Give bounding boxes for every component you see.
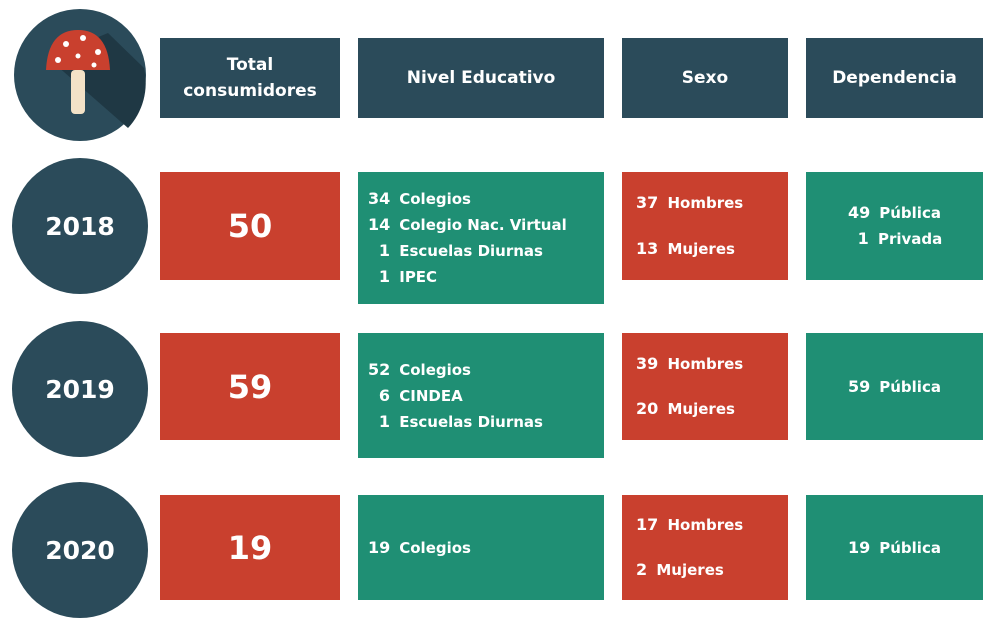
column-header: Dependencia [806,38,983,118]
count: 34 [368,189,391,208]
label: Privada [877,230,943,248]
count: 6 [378,385,390,405]
count: 17 [636,515,659,535]
page: Total consumidores Nivel Educativo Sexo Dep… [12,9,983,618]
dependencia-line: 59 Pública [848,374,941,400]
sexo-line: 17 Hombres [636,512,743,538]
label: Pública [879,204,941,222]
label: Hombres [667,194,744,212]
dependencia-line: 1 Privada [847,226,943,252]
nivel-line: 19 Colegios [368,535,471,561]
label: Hombres [667,516,744,535]
dependencia-cell: 19 Pública [806,495,983,600]
label: Pública [879,538,941,557]
label: Hombres [667,354,744,373]
sexo-line: 2 Mujeres [636,557,724,583]
label: Pública [879,377,941,396]
nivel-line: 6 CINDEA [368,383,463,409]
count: 59 [848,376,871,396]
count: 13 [636,239,659,258]
label: Mujeres [667,240,735,258]
sexo-line: 39 Hombres [636,351,743,377]
label: Escuelas Diurnas [399,412,543,431]
count: 1 [378,411,390,431]
count: 1 [378,241,390,260]
label: Mujeres [656,560,724,579]
label: IPEC [399,268,438,286]
column-header: Sexo [622,38,788,118]
count: 1 [857,229,869,248]
nivel-line: 1 Escuelas Diurnas [368,409,543,435]
count: 19 [368,537,391,557]
total-cell: 19 [160,495,340,600]
nivel-line: 14 Colegio Nac. Virtual [368,212,567,238]
nivel-line: 1 IPEC [368,264,437,290]
label: CINDEA [399,386,463,405]
sexo-line: 13 Mujeres [636,236,735,262]
total-cell: 50 [160,172,340,280]
nivel-cell: 52 Colegios 6 CINDEA 1 Escuelas Diurnas [358,333,604,458]
sexo-line: 20 Mujeres [636,396,735,422]
sexo-cell: 17 Hombres 2 Mujeres [622,495,788,600]
nivel-line: 34 Colegios [368,186,471,212]
dependencia-cell: 49 Pública 1 Privada [806,172,983,280]
sexo-cell: 39 Hombres 20 Mujeres [622,333,788,440]
count: 1 [378,267,390,286]
count: 20 [636,399,659,419]
count: 14 [368,215,391,234]
count: 19 [848,537,871,557]
label: Escuelas Diurnas [399,242,543,260]
sexo-line: 37 Hombres [636,190,743,216]
year-badge: 2019 [12,321,148,457]
nivel-cell: 19 Colegios [358,495,604,600]
label: Colegios [399,360,471,379]
count: 39 [636,353,659,373]
year-badge: 2020 [12,482,148,618]
mushroom-icon [14,9,146,141]
total-cell: 59 [160,333,340,440]
nivel-line: 52 Colegios [368,357,471,383]
count: 37 [636,193,659,212]
sexo-cell: 37 Hombres 13 Mujeres [622,172,788,280]
dependencia-line: 19 Pública [848,535,941,561]
dependencia-cell: 59 Pública [806,333,983,440]
column-header: Total consumidores [160,38,340,118]
year-badge: 2018 [12,158,148,294]
label: Colegio Nac. Virtual [399,216,567,234]
nivel-cell: 34 Colegios 14 Colegio Nac. Virtual 1 Escu… [358,172,604,304]
column-header: Nivel Educativo [358,38,604,118]
label: Colegios [399,190,471,208]
label: Colegios [399,538,471,557]
count: 49 [848,203,871,222]
dependencia-line: 49 Pública [848,200,941,226]
label: Mujeres [667,400,735,419]
count: 52 [368,359,391,379]
nivel-line: 1 Escuelas Diurnas [368,238,543,264]
count: 2 [636,559,648,579]
